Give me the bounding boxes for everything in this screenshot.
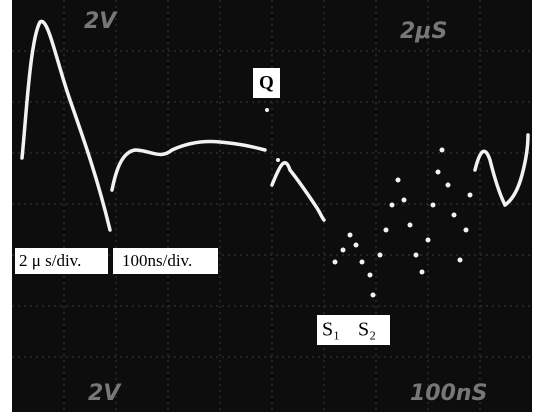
- right-scale-box: [113, 248, 218, 274]
- s1-label: S₁: [322, 319, 340, 341]
- trace: [20, 19, 530, 232]
- s-box: [317, 315, 390, 345]
- left-scale-label: 2 μ s/div.: [19, 251, 81, 270]
- right-scale-label: 100ns/div.: [122, 251, 192, 270]
- top-left-label: 2V: [84, 9, 118, 34]
- q-label: Q: [259, 72, 274, 93]
- s2-label: S₂: [358, 319, 376, 341]
- q-box: [253, 68, 280, 98]
- bottom-right-label: 100nS: [410, 381, 487, 406]
- top-right-label: 2μS: [400, 19, 447, 44]
- trace-dots: [265, 108, 473, 298]
- left-scale-box: [15, 248, 108, 274]
- bottom-left-label: 2V: [88, 381, 122, 406]
